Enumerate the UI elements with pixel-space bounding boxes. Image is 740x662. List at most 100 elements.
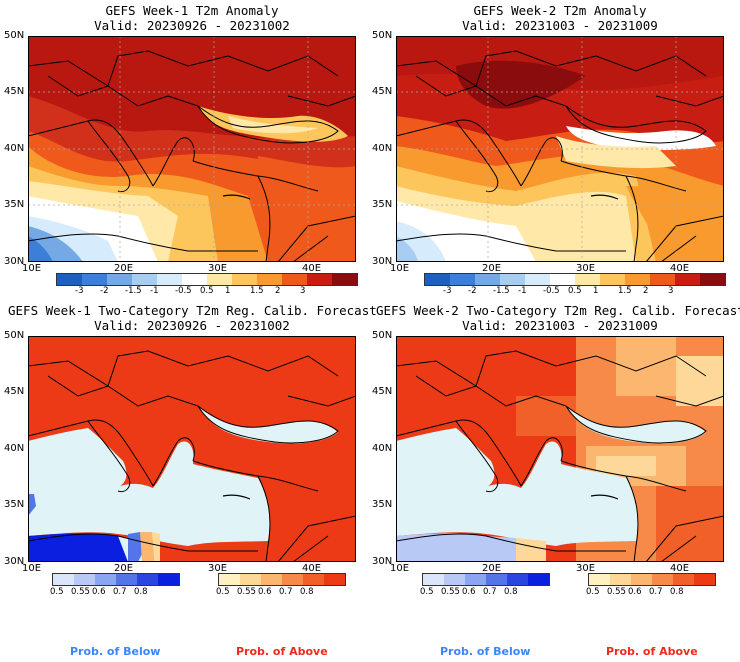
colorbar-swatch bbox=[673, 574, 694, 585]
lon-label: 10E bbox=[22, 563, 42, 574]
colorbar-swatch bbox=[240, 574, 261, 585]
lon-label: 10E bbox=[390, 563, 410, 574]
lon-label: 40E bbox=[670, 563, 690, 574]
lat-label: 40N bbox=[4, 143, 25, 154]
panel-2-title-line1: GEFS Week-2 T2m Anomaly bbox=[473, 3, 647, 18]
panel-2-valid-dates: Valid: 20231003 - 20231009 bbox=[462, 18, 658, 33]
colorbar-swatch bbox=[74, 574, 95, 585]
lon-label: 40E bbox=[302, 263, 322, 274]
colorbar-tick-label: 0.5 bbox=[216, 587, 230, 597]
colorbar-swatch bbox=[444, 574, 465, 585]
lon-label: 30E bbox=[576, 563, 596, 574]
colorbar-tick-label: 0.5 bbox=[420, 587, 434, 597]
colorbar-tick-label: 2 bbox=[643, 286, 649, 296]
panel-1-valid-dates: Valid: 20230926 - 20231002 bbox=[94, 18, 290, 33]
colorbar-tick-label: 0.6 bbox=[628, 587, 642, 597]
colorbar-tick-label: -3 bbox=[443, 286, 452, 296]
panel-4-title: GEFS Week-2 Two-Category T2m Reg. Calib.… bbox=[376, 303, 740, 333]
colorbar-tick-label: 0.55 bbox=[71, 587, 90, 597]
colorbar-swatch bbox=[182, 274, 207, 285]
lat-label: 30N bbox=[4, 256, 25, 267]
colorbar-swatch bbox=[158, 574, 179, 585]
colorbar-swatch bbox=[650, 274, 675, 285]
lat-label: 30N bbox=[4, 556, 25, 567]
colorbar-tick-label: 0.7 bbox=[279, 587, 293, 597]
panel-4-title-line1: GEFS Week-2 Two-Category T2m Reg. Calib.… bbox=[376, 303, 740, 318]
colorbar-swatch bbox=[575, 274, 600, 285]
colorbar-swatch bbox=[282, 574, 303, 585]
lon-label: 30E bbox=[576, 263, 596, 274]
colorbar-tick-label: 0.8 bbox=[670, 587, 684, 597]
prob-above-colorbar-1 bbox=[218, 573, 346, 586]
panel-3-valid-dates: Valid: 20230926 - 20231002 bbox=[94, 318, 290, 333]
colorbar-swatch bbox=[589, 574, 610, 585]
lat-label: 50N bbox=[4, 30, 25, 41]
colorbar-tick-label: -2 bbox=[468, 286, 477, 296]
lon-label: 40E bbox=[302, 563, 322, 574]
colorbar-swatch bbox=[525, 274, 550, 285]
colorbar-swatch bbox=[475, 274, 500, 285]
colorbar-tick-label: 0.6 bbox=[92, 587, 106, 597]
colorbar-swatch bbox=[57, 274, 82, 285]
lon-label: 20E bbox=[482, 263, 502, 274]
colorbar-swatch bbox=[675, 274, 700, 285]
colorbar-tick-label: -0.5 bbox=[543, 286, 560, 296]
colorbar-tick-label: -1.5 bbox=[125, 286, 142, 296]
colorbar-tick-label: 0.55 bbox=[237, 587, 256, 597]
colorbar-swatch bbox=[82, 274, 107, 285]
lat-label: 45N bbox=[4, 86, 25, 97]
prob-above-label-2: Prob. of Above bbox=[606, 645, 698, 658]
lat-label: 35N bbox=[4, 499, 25, 510]
lat-label: 30N bbox=[372, 556, 393, 567]
lat-label: 50N bbox=[372, 30, 393, 41]
colorbar-swatch bbox=[465, 574, 486, 585]
colorbar-swatch bbox=[307, 274, 332, 285]
prob-above-colorbar-2 bbox=[588, 573, 716, 586]
colorbar-tick-label: -1 bbox=[518, 286, 527, 296]
panel-1-title-line1: GEFS Week-1 T2m Anomaly bbox=[105, 3, 279, 18]
colorbar-swatch bbox=[53, 574, 74, 585]
colorbar-tick-label: 1.5 bbox=[250, 286, 264, 296]
colorbar-swatch bbox=[486, 574, 507, 585]
colorbar-tick-label: -3 bbox=[75, 286, 84, 296]
lat-label: 35N bbox=[372, 199, 393, 210]
colorbar-tick-label: 0.7 bbox=[649, 587, 663, 597]
lat-label: 45N bbox=[372, 86, 393, 97]
anomaly-colorbar-2 bbox=[424, 273, 726, 286]
panel-4-map bbox=[396, 336, 724, 562]
colorbar-swatch bbox=[450, 274, 475, 285]
panel-1-map bbox=[28, 36, 356, 262]
lon-label: 30E bbox=[208, 563, 228, 574]
lat-label: 35N bbox=[372, 499, 393, 510]
colorbar-tick-label: 1 bbox=[593, 286, 599, 296]
colorbar-swatch bbox=[528, 574, 549, 585]
prob-above-label-1: Prob. of Above bbox=[236, 645, 328, 658]
colorbar-tick-label: 0.5 bbox=[200, 286, 214, 296]
lon-label: 30E bbox=[208, 263, 228, 274]
panel-2-map bbox=[396, 36, 724, 262]
lat-label: 40N bbox=[4, 443, 25, 454]
colorbar-swatch bbox=[631, 574, 652, 585]
colorbar-swatch bbox=[95, 574, 116, 585]
colorbar-tick-label: 0.5 bbox=[568, 286, 582, 296]
lat-label: 45N bbox=[4, 386, 25, 397]
colorbar-tick-label: 0.5 bbox=[50, 587, 64, 597]
colorbar-tick-label: 1 bbox=[225, 286, 231, 296]
prob-below-colorbar-2 bbox=[422, 573, 550, 586]
colorbar-swatch bbox=[507, 574, 528, 585]
colorbar-tick-label: 2 bbox=[275, 286, 281, 296]
colorbar-swatch bbox=[425, 274, 450, 285]
colorbar-tick-label: 0.5 bbox=[586, 587, 600, 597]
colorbar-swatch bbox=[303, 574, 324, 585]
lat-label: 30N bbox=[372, 256, 393, 267]
colorbar-tick-label: -0.5 bbox=[175, 286, 192, 296]
colorbar-tick-label: 1.5 bbox=[618, 286, 632, 296]
lon-label: 20E bbox=[482, 563, 502, 574]
lat-label: 45N bbox=[372, 386, 393, 397]
colorbar-swatch bbox=[219, 574, 240, 585]
colorbar-tick-label: 0.55 bbox=[441, 587, 460, 597]
colorbar-tick-label: -1.5 bbox=[493, 286, 510, 296]
colorbar-swatch bbox=[107, 274, 132, 285]
colorbar-tick-label: 0.6 bbox=[258, 587, 272, 597]
colorbar-swatch bbox=[257, 274, 282, 285]
